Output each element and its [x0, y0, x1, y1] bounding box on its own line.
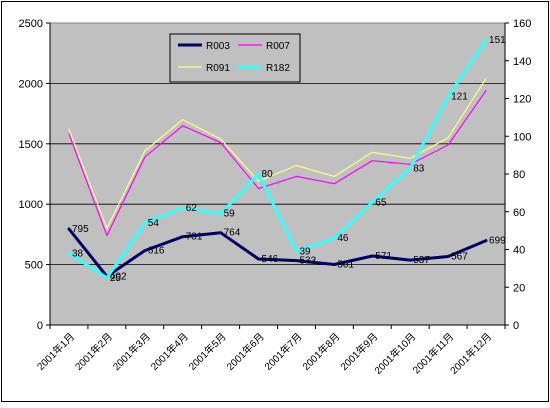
data-label-r003: 571 [375, 251, 392, 262]
legend-box [169, 33, 301, 83]
legend-label-r091: R091 [206, 63, 230, 74]
y-right-tick-label: 80 [513, 169, 525, 181]
y-right-tick-label: 40 [513, 245, 525, 257]
legend-label-r003: R003 [206, 41, 230, 52]
y-left-tick-label: 2000 [19, 78, 43, 90]
y-right-tick-label: 140 [513, 56, 531, 68]
y-left-tick-label: 0 [37, 320, 43, 332]
series-line-r182 [67, 38, 488, 280]
data-label-r182: 39 [299, 246, 311, 257]
legend-label-r182: R182 [266, 63, 290, 74]
series-line-r007 [68, 89, 487, 237]
y-right-tick-label: 20 [513, 282, 525, 294]
data-label-r182: 80 [262, 169, 274, 180]
data-label-r003: 731 [186, 232, 203, 243]
data-label-r182: 25 [110, 273, 122, 284]
data-label-r003: 699 [489, 236, 506, 247]
data-label-r003: 616 [148, 246, 165, 257]
y-right-tick-label: 60 [513, 207, 525, 219]
y-right-tick-label: 160 [513, 18, 531, 30]
data-label-r182: 65 [375, 197, 387, 208]
data-label-r003: 567 [451, 252, 468, 263]
data-label-r003: 795 [72, 224, 89, 235]
y-right-tick-label: 100 [513, 131, 531, 143]
y-left-tick-label: 500 [25, 260, 43, 272]
legend-label-r007: R007 [266, 41, 290, 52]
y-left-tick-label: 1500 [19, 139, 43, 151]
data-label-r182: 151 [489, 35, 506, 46]
data-label-r182: 83 [413, 163, 425, 174]
data-label-r003: 764 [224, 228, 241, 239]
data-label-r003: 501 [337, 259, 354, 270]
data-label-r003: 533 [299, 256, 316, 267]
data-label-r182: 62 [186, 203, 198, 214]
data-label-r182: 59 [224, 209, 236, 220]
y-left-tick-label: 1000 [19, 199, 43, 211]
data-label-r003: 546 [262, 254, 279, 265]
series-line-r003 [67, 227, 488, 278]
data-label-r003: 402 [110, 271, 127, 282]
y-right-tick-label: 0 [513, 320, 519, 332]
data-label-r182: 38 [72, 248, 84, 259]
y-left-tick-label: 2500 [19, 18, 43, 30]
data-label-r182: 46 [337, 233, 349, 244]
data-label-r182: 121 [451, 92, 468, 103]
y-right-tick-label: 120 [513, 94, 531, 106]
data-label-r182: 54 [148, 218, 160, 229]
data-label-r003: 537 [413, 255, 430, 266]
